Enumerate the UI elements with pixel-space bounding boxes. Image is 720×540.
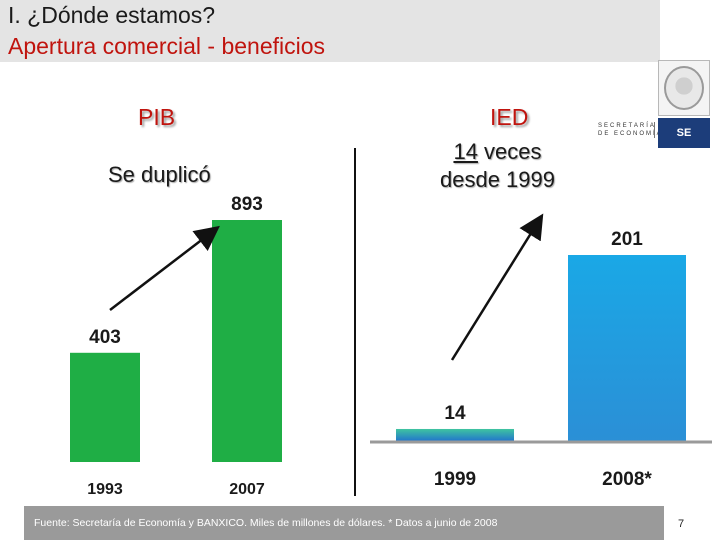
pib-bar-chart: 403 1993 893 2007	[70, 194, 282, 498]
slide-title-line2: Apertura comercial - beneficios	[8, 33, 326, 59]
footer-source-text: Fuente: Secretaría de Economía y BANXICO…	[34, 517, 498, 529]
pib-bar-2007	[212, 220, 282, 462]
ied-subtitle-line2: desde 1999	[440, 167, 555, 192]
section-divider	[354, 148, 356, 496]
ied-data-label: 14	[444, 403, 466, 424]
pib-data-label: 893	[231, 194, 263, 215]
page-number: 7	[678, 518, 685, 530]
ied-growth-arrow	[450, 213, 544, 361]
pib-category-label: 2007	[229, 481, 265, 498]
logo-divider	[654, 122, 655, 138]
ied-data-label: 201	[611, 229, 643, 250]
secretaria-text: SECRETARÍA DE ECONOMÍA	[598, 122, 663, 138]
ied-subtitle-rest: veces	[477, 139, 542, 164]
secretaria-line2: DE ECONOMÍA	[598, 131, 663, 137]
ied-heading: IED	[490, 104, 529, 130]
secretaria-logo: SECRETARÍA DE ECONOMÍA SE	[590, 58, 720, 150]
pib-category-label: 1993	[87, 481, 123, 498]
slide-title-line1: I. ¿Dónde estamos?	[8, 2, 216, 28]
pib-subtitle: Se duplicó	[108, 162, 211, 187]
pib-data-label: 403	[89, 327, 121, 348]
pib-bar-1993	[70, 352, 140, 462]
ied-bar-chart: 14 1999 201 2008*	[370, 213, 712, 490]
ied-subtitle-number: 14	[453, 139, 478, 164]
pib-heading: PIB	[138, 104, 176, 130]
secretaria-line1: SECRETARÍA	[598, 123, 656, 129]
coat-of-arms-seal-icon	[658, 60, 710, 116]
ied-subtitle: 14 veces desde 1999	[440, 138, 555, 194]
title-band	[0, 0, 660, 62]
ied-category-label: 1999	[434, 469, 476, 490]
ied-bar-2008	[568, 255, 686, 442]
pib-growth-arrow	[109, 225, 220, 311]
ied-bar-1999	[396, 428, 514, 442]
se-badge: SE	[658, 118, 710, 148]
ied-category-label: 2008*	[602, 469, 652, 490]
footer-bar: Fuente: Secretaría de Economía y BANXICO…	[24, 506, 664, 540]
